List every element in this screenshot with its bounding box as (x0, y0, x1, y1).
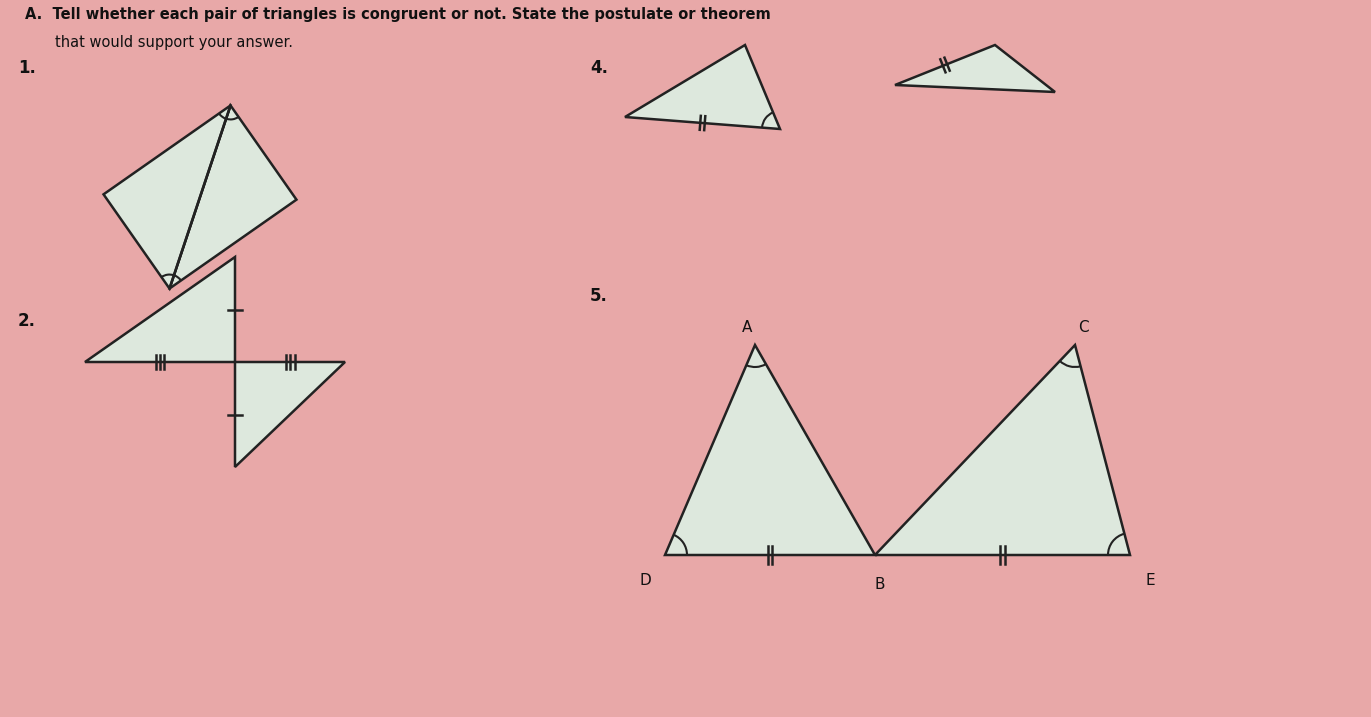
Text: C: C (1078, 320, 1089, 335)
Text: 1.: 1. (18, 59, 36, 77)
Polygon shape (625, 45, 780, 129)
Polygon shape (234, 362, 345, 467)
Polygon shape (875, 345, 1130, 555)
Text: that would support your answer.: that would support your answer. (55, 35, 293, 50)
Text: 5.: 5. (590, 287, 607, 305)
Polygon shape (104, 105, 230, 288)
Polygon shape (85, 257, 234, 362)
Text: B: B (875, 577, 886, 592)
Text: A.  Tell whether each pair of triangles is congruent or not. State the postulate: A. Tell whether each pair of triangles i… (25, 7, 771, 22)
Text: 4.: 4. (590, 59, 607, 77)
Text: 2.: 2. (18, 312, 36, 330)
Polygon shape (170, 105, 296, 288)
Polygon shape (895, 45, 1056, 92)
Polygon shape (665, 345, 875, 555)
Text: E: E (1145, 573, 1154, 588)
Text: D: D (639, 573, 651, 588)
Text: A: A (742, 320, 753, 335)
